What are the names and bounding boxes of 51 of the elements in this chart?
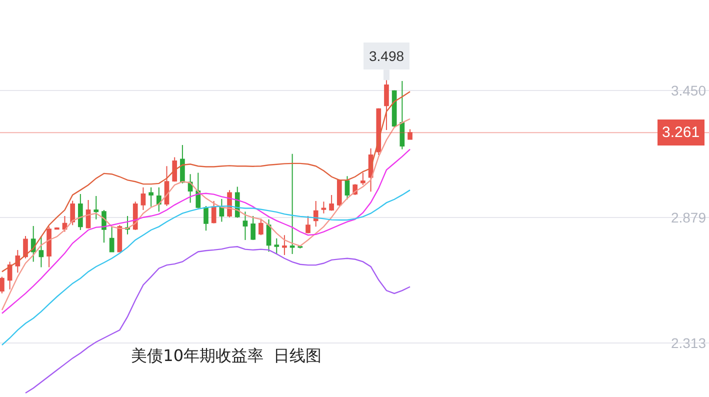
line-series: [24, 246, 411, 394]
candlestick: [392, 90, 397, 128]
candlestick: [250, 216, 256, 240]
candlestick: [86, 200, 91, 229]
candlestick: [344, 176, 350, 200]
y-tick-label: 2.313: [670, 334, 706, 351]
text: 美债10年期收益率 日线图: [131, 346, 322, 365]
candlestick: [109, 226, 114, 252]
candlestick: [266, 218, 272, 252]
candlestick: [23, 235, 28, 259]
candlestick: [140, 186, 146, 211]
candlestick: [211, 200, 216, 224]
line-series: [1, 189, 411, 346]
annotation: 3.498: [369, 48, 404, 64]
line-series: [1, 118, 411, 311]
candlestick: [274, 238, 280, 254]
candlestick: [7, 261, 12, 290]
candlestick: [329, 194, 334, 212]
candlestick: [94, 196, 99, 220]
y-tick-label: 2.879: [670, 209, 706, 226]
candlestick: [30, 226, 36, 262]
line-series: [1, 148, 411, 314]
candlestick: [282, 234, 287, 256]
candlestick: [172, 156, 178, 182]
candlestick: [298, 245, 303, 249]
candlestick: [38, 235, 44, 268]
candlestick: [321, 201, 326, 214]
candlestick: [408, 128, 412, 140]
candlestick: [306, 216, 310, 234]
candlestick: [336, 178, 342, 207]
candlestick: [70, 200, 76, 226]
candlestick: [196, 172, 201, 209]
candlestick: [0, 276, 4, 294]
candlestick: [188, 174, 193, 204]
candlestick: [180, 144, 185, 184]
candlestick: [400, 80, 405, 150]
candlestick: [204, 206, 208, 232]
candlestick: [258, 218, 264, 236]
candlestick: [376, 108, 382, 156]
candlestick: [242, 211, 248, 240]
line-series: [1, 91, 411, 272]
candlestick: [290, 153, 295, 254]
candlestick: [148, 186, 154, 208]
y-tick-label: 3.450: [670, 82, 706, 99]
candlestick: [219, 198, 224, 222]
candlestick: [156, 186, 162, 212]
candlestick: [360, 172, 366, 186]
candlestick: [78, 194, 83, 230]
candlestick: [46, 226, 52, 268]
candlestick: [164, 166, 170, 207]
ref-line-label: 3.261: [662, 124, 700, 141]
